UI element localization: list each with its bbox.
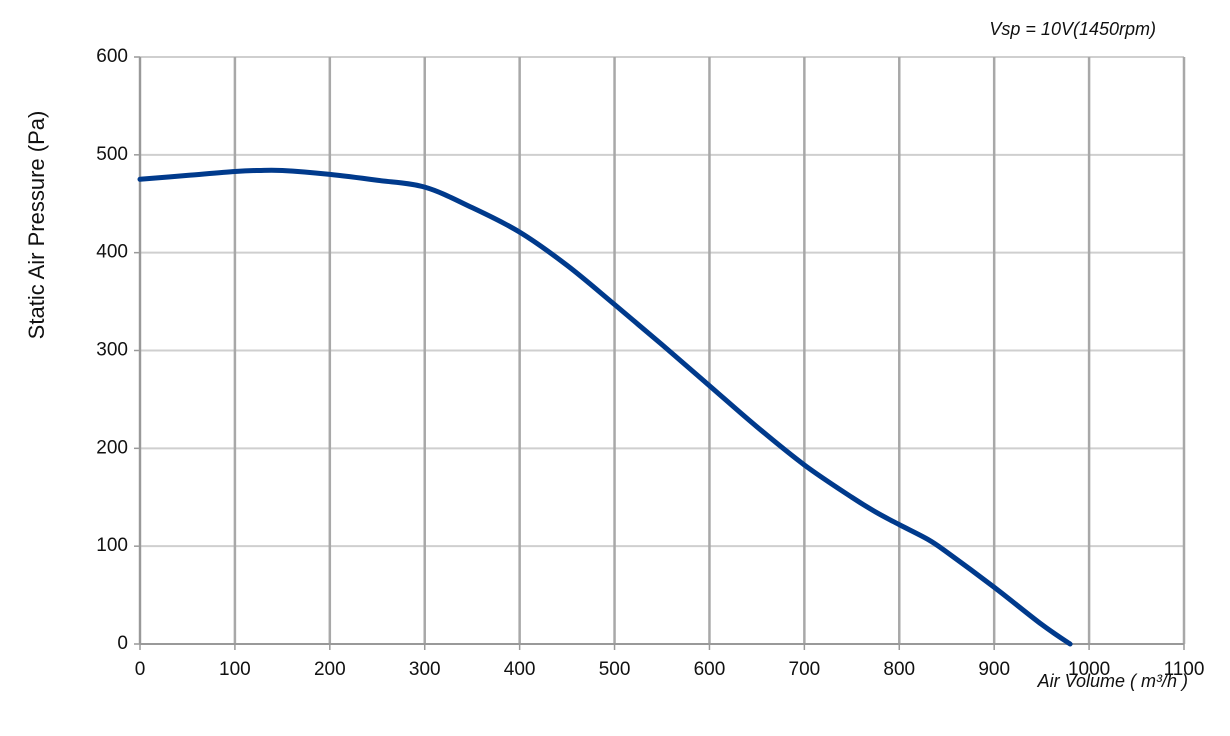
x-tick-label: 400 [504,659,536,680]
y-tick-label: 600 [96,46,128,67]
y-tick-label: 0 [117,633,128,654]
x-tick-label: 900 [978,659,1010,680]
x-tick-label: 200 [314,659,346,680]
x-tick-label: 800 [883,659,915,680]
y-tick-label: 100 [96,535,128,556]
x-tick-label: 700 [789,659,821,680]
y-tick-label: 500 [96,144,128,165]
x-tick-label: 500 [599,659,631,680]
x-tick-label: 0 [135,659,146,680]
x-axis-label: Air Volume ( m³/h ) [1037,671,1188,691]
x-tick-label: 300 [409,659,441,680]
y-tick-label: 200 [96,437,128,458]
y-tick-label: 300 [96,340,128,361]
x-tick-label: 1100 [1164,659,1205,680]
y-tick-label: 400 [96,242,128,263]
x-tick-label: 600 [694,659,726,680]
curve [137,167,1073,647]
x-tick-label: 1000 [1068,659,1110,680]
x-tick-label: 100 [219,659,251,680]
annotation: Vsp = 10V(1450rpm) [989,19,1156,39]
y-axis-label: Static Air Pressure (Pa) [24,111,49,340]
